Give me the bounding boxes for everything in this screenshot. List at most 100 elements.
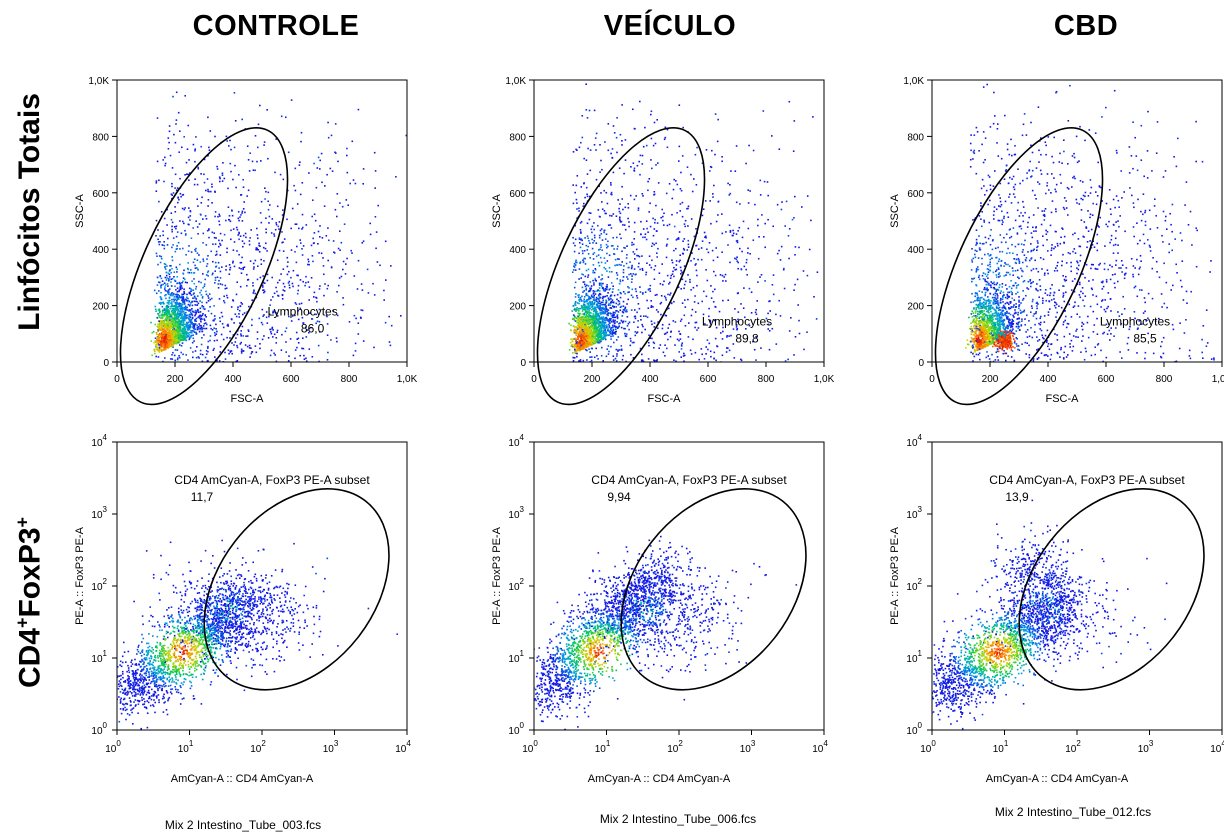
x-tick-label: 400 (1040, 374, 1057, 385)
y-tick-label: 0 (520, 358, 526, 369)
y-tick: 100 (906, 721, 932, 737)
x-tick: 102 (250, 730, 266, 755)
y-tick-label: 600 (92, 189, 109, 200)
y-tick-label: 400 (509, 245, 526, 256)
x-tick: 103 (1138, 730, 1154, 755)
y-tick: 400 (92, 245, 117, 256)
y-tick-label: 102 (906, 577, 922, 593)
x-tick-label: 101 (993, 739, 1009, 755)
y-tick: 103 (906, 505, 932, 521)
x-tick-label: 800 (758, 374, 775, 385)
gate-name: Lymphocytes (267, 304, 337, 318)
y-tick: 103 (508, 505, 534, 521)
file-label-controle: Mix 2 Intestino_Tube_003.fcs (164, 818, 322, 832)
scatter-points (965, 83, 1215, 362)
x-tick-label: 600 (700, 374, 717, 385)
gate-value: 11,7 (191, 490, 214, 504)
x-axis-label: AmCyan-A :: CD4 AmCyan-A (986, 773, 1129, 785)
x-tick: 800 (341, 362, 358, 385)
x-tick: 103 (740, 730, 756, 755)
scatter-points (534, 535, 798, 730)
y-tick-label: 104 (91, 433, 107, 449)
y-tick: 1,0K (88, 76, 117, 87)
y-tick-label: 104 (906, 433, 922, 449)
gate-name: CD4 AmCyan-A, FoxP3 PE-A subset (989, 473, 1185, 487)
x-tick: 101 (178, 730, 194, 755)
y-tick: 101 (508, 649, 534, 665)
x-tick-label: 103 (740, 739, 756, 755)
x-tick-label: 600 (1098, 374, 1115, 385)
scatter-panel-veiculo-fsc-ssc: 0 200 400 600 800 1,0K 0 200 400 600 800 1,0K FSC-A S… (491, 76, 835, 406)
x-tick-label: 1,0K (1212, 374, 1224, 385)
y-tick-label: 103 (906, 505, 922, 521)
x-tick-label: 1,0K (814, 374, 835, 385)
y-tick-label: 100 (91, 721, 107, 737)
y-tick: 800 (509, 132, 534, 143)
x-tick: 200 (982, 362, 999, 385)
lymphocyte-gate-ellipse (119, 127, 289, 406)
gate-value: 89,8 (735, 331, 759, 345)
y-tick: 101 (906, 649, 932, 665)
y-tick-label: 800 (92, 132, 109, 143)
x-tick-label: 400 (225, 374, 242, 385)
x-tick: 104 (395, 730, 411, 755)
y-tick-label: 600 (509, 189, 526, 200)
y-tick-label: 101 (906, 649, 922, 665)
y-axis-label: PE-A :: FoxP3 PE-A (491, 526, 503, 624)
x-tick-label: 0 (114, 374, 120, 385)
scatter-points (568, 83, 819, 362)
y-tick-label: 800 (907, 132, 924, 143)
y-tick: 600 (907, 189, 932, 200)
plot-frame (931, 79, 1223, 363)
x-tick: 200 (167, 362, 184, 385)
y-tick-label: 100 (906, 721, 922, 737)
y-axis-label: SSC-A (491, 194, 503, 228)
x-tick: 800 (1156, 362, 1173, 385)
y-tick: 800 (92, 132, 117, 143)
x-tick-label: 600 (283, 374, 300, 385)
x-tick: 200 (584, 362, 601, 385)
y-axis-label: SSC-A (889, 194, 901, 228)
y-tick: 400 (509, 245, 534, 256)
y-tick: 200 (907, 302, 932, 313)
gate-value: 13,9 (1005, 490, 1029, 504)
y-axis-label: SSC-A (74, 194, 86, 228)
x-tick: 400 (642, 362, 659, 385)
gate-name: Lymphocytes (702, 314, 772, 328)
y-tick: 400 (907, 245, 932, 256)
y-tick-label: 200 (509, 302, 526, 313)
row-title-cd4-foxp3: CD4+FoxP3+ (12, 516, 47, 689)
x-tick: 0 (929, 362, 935, 385)
y-tick: 0 (103, 358, 117, 369)
scatter-panel-controle-fsc-ssc: 0 200 400 600 800 1,0K 0 200 400 600 800 1,0K FSC-A S… (74, 76, 418, 406)
x-tick: 600 (283, 362, 300, 385)
x-tick: 104 (812, 730, 828, 755)
x-tick: 101 (993, 730, 1009, 755)
y-tick-label: 400 (907, 245, 924, 256)
x-tick-label: 200 (167, 374, 184, 385)
y-tick: 102 (91, 577, 117, 593)
x-tick: 0 (114, 362, 120, 385)
lymphocyte-gate-ellipse (934, 127, 1104, 406)
y-tick-label: 103 (508, 505, 524, 521)
x-tick-label: 103 (1138, 739, 1154, 755)
x-tick-label: 103 (323, 739, 339, 755)
gate-name: CD4 AmCyan-A, FoxP3 PE-A subset (174, 473, 370, 487)
x-tick-label: 1,0K (397, 374, 418, 385)
x-tick: 100 (105, 730, 121, 755)
y-tick-label: 104 (508, 433, 524, 449)
x-tick-label: 101 (595, 739, 611, 755)
y-tick-label: 102 (508, 577, 524, 593)
scatter-panel-cbd-cd4-foxp3: 100 101 102 103 104 100 101 102 103 104 AmCyan-A :… (889, 433, 1224, 785)
y-tick-label: 1,0K (88, 76, 109, 87)
x-tick-label: 400 (642, 374, 659, 385)
column-title-cbd: CBD (1053, 10, 1119, 42)
x-tick-label: 102 (250, 739, 266, 755)
x-tick: 800 (758, 362, 775, 385)
y-tick-label: 1,0K (903, 76, 924, 87)
x-tick: 100 (920, 730, 936, 755)
column-title-controle: CONTROLE (192, 10, 360, 42)
y-tick: 101 (91, 649, 117, 665)
y-tick-label: 1,0K (505, 76, 526, 87)
y-tick: 0 (520, 358, 534, 369)
